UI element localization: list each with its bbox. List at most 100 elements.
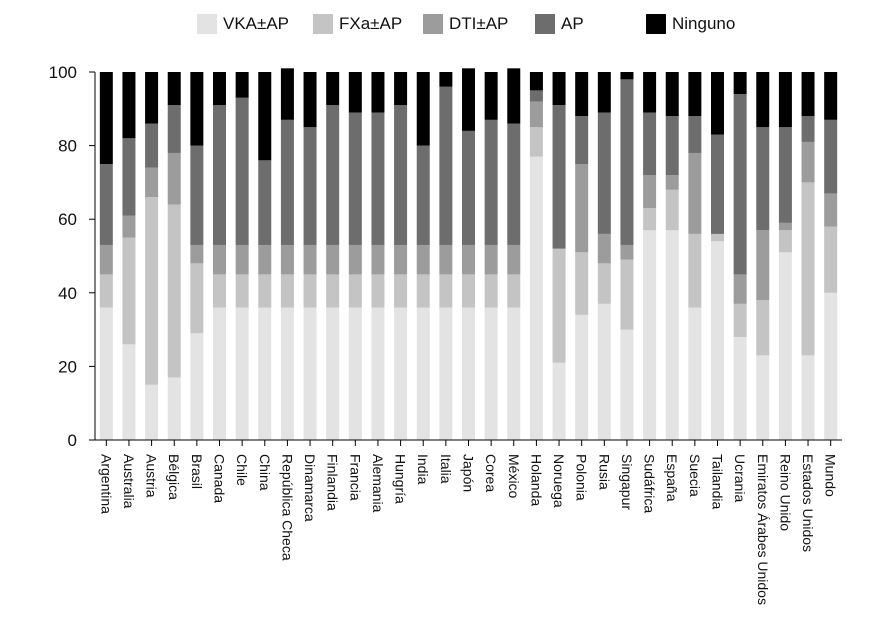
bar-segment-25-3 bbox=[665, 116, 679, 176]
bar-segment-6-2 bbox=[235, 244, 249, 275]
bar-segment-13-4 bbox=[394, 72, 408, 106]
bar-segment-22-2 bbox=[597, 233, 611, 264]
y-tick-label-80: 80 bbox=[58, 137, 77, 156]
bar-segment-11-0 bbox=[348, 307, 362, 440]
bar-segment-9-2 bbox=[303, 244, 317, 275]
bars-group bbox=[99, 68, 838, 440]
y-tick-label-60: 60 bbox=[58, 210, 77, 229]
legend-label-fxa: FXa±AP bbox=[339, 14, 403, 33]
bar-segment-22-0 bbox=[597, 303, 611, 440]
bar-segment-15-3 bbox=[439, 86, 453, 245]
y-tick-label-100: 100 bbox=[49, 63, 77, 82]
x-tick-label-2: Austria bbox=[144, 454, 160, 498]
bar-segment-7-0 bbox=[258, 307, 272, 440]
legend-item-vka: VKA±AP bbox=[197, 14, 289, 34]
bar-segment-18-2 bbox=[507, 244, 521, 275]
bar-segment-16-2 bbox=[462, 244, 475, 275]
x-tick-label-26: Suecia bbox=[687, 454, 703, 497]
bar-segment-21-4 bbox=[575, 72, 589, 117]
x-tick-label-27: Tailandia bbox=[710, 454, 726, 509]
bar-segment-15-0 bbox=[439, 307, 453, 440]
x-tick-label-23: Singapur bbox=[619, 454, 635, 510]
bar-segment-31-0 bbox=[801, 355, 815, 440]
bar-segment-30-4 bbox=[778, 72, 792, 128]
bar-segment-29-2 bbox=[756, 230, 770, 301]
bar-segment-23-0 bbox=[620, 329, 634, 440]
bar-segment-32-0 bbox=[824, 292, 838, 440]
bar-segment-29-4 bbox=[756, 72, 770, 128]
x-tick-label-10: Finlandia bbox=[325, 454, 341, 511]
bar-segment-32-2 bbox=[824, 193, 838, 227]
bar-segment-1-2 bbox=[122, 215, 136, 238]
bar-segment-15-2 bbox=[439, 244, 453, 275]
bar-segment-7-4 bbox=[258, 72, 272, 161]
x-tick-label-19: Holanda bbox=[528, 454, 544, 506]
bar-segment-29-3 bbox=[756, 127, 770, 231]
bar-segment-11-3 bbox=[348, 112, 362, 245]
bar-segment-8-0 bbox=[280, 307, 294, 440]
bar-segment-30-0 bbox=[778, 252, 792, 440]
bar-segment-8-1 bbox=[280, 274, 294, 308]
x-tick-label-0: Argentina bbox=[98, 454, 114, 514]
x-tick-label-1: Australia bbox=[121, 454, 137, 509]
x-tick-label-24: Sudáfrica bbox=[642, 454, 658, 513]
bar-segment-27-4 bbox=[711, 72, 724, 135]
bar-segment-5-0 bbox=[213, 307, 226, 440]
bar-segment-9-1 bbox=[303, 274, 317, 308]
bar-segment-19-1 bbox=[529, 127, 543, 157]
bar-segment-19-4 bbox=[529, 72, 543, 91]
bar-segment-20-0 bbox=[552, 362, 566, 440]
bar-segment-5-1 bbox=[213, 274, 226, 308]
bar-segment-32-3 bbox=[824, 119, 838, 194]
bar-segment-25-2 bbox=[665, 175, 679, 190]
x-tick-label-3: Bélgica bbox=[166, 454, 182, 500]
bar-segment-24-1 bbox=[643, 208, 657, 231]
bar-segment-12-4 bbox=[371, 72, 385, 113]
bar-segment-17-1 bbox=[484, 274, 498, 308]
bar-segment-13-1 bbox=[394, 274, 408, 308]
bar-segment-19-0 bbox=[529, 156, 543, 440]
bar-segment-4-0 bbox=[190, 333, 204, 440]
bar-segment-31-4 bbox=[801, 72, 815, 117]
bar-segment-9-4 bbox=[303, 72, 317, 128]
bar-segment-27-0 bbox=[711, 241, 724, 440]
bar-segment-22-4 bbox=[597, 72, 611, 113]
legend-item-ninguno: Ninguno bbox=[646, 14, 735, 34]
bar-segment-6-0 bbox=[235, 307, 249, 440]
bar-segment-28-3 bbox=[733, 94, 747, 275]
bar-segment-8-2 bbox=[280, 244, 294, 275]
legend-label-ap: AP bbox=[561, 14, 584, 33]
x-tick-label-6: Chile bbox=[234, 454, 250, 486]
x-tick-label-15: Italia bbox=[438, 454, 454, 484]
bar-segment-9-0 bbox=[303, 307, 317, 440]
bar-segment-10-1 bbox=[326, 274, 340, 308]
bar-segment-5-2 bbox=[213, 244, 226, 275]
bar-segment-25-4 bbox=[665, 72, 679, 117]
bar-segment-9-3 bbox=[303, 127, 317, 245]
bar-segment-19-3 bbox=[529, 90, 543, 102]
bar-segment-11-2 bbox=[348, 244, 362, 275]
bar-segment-5-4 bbox=[213, 72, 226, 106]
bar-segment-2-2 bbox=[145, 167, 159, 198]
bar-segment-3-3 bbox=[167, 105, 181, 153]
bar-segment-13-2 bbox=[394, 244, 408, 275]
bar-segment-14-0 bbox=[416, 307, 430, 440]
bar-segment-17-4 bbox=[484, 72, 498, 120]
bar-segment-8-3 bbox=[280, 119, 294, 245]
bar-segment-13-3 bbox=[394, 105, 408, 245]
bar-segment-24-3 bbox=[643, 112, 657, 176]
bar-segment-14-4 bbox=[416, 72, 430, 146]
bar-segment-18-3 bbox=[507, 123, 521, 245]
bar-segment-4-2 bbox=[190, 244, 204, 264]
legend-swatch-ninguno bbox=[646, 14, 666, 34]
legend-item-ap: AP bbox=[535, 14, 584, 34]
bar-segment-0-0 bbox=[99, 307, 113, 440]
bar-segment-24-2 bbox=[643, 175, 657, 209]
x-tick-label-30: Reino Unido bbox=[777, 454, 793, 531]
bar-segment-15-1 bbox=[439, 274, 453, 308]
y-axis: 0 20 40 60 80 100 bbox=[49, 63, 96, 450]
bar-segment-7-3 bbox=[258, 160, 272, 245]
bar-segment-30-1 bbox=[778, 230, 792, 253]
bar-segment-0-3 bbox=[99, 164, 113, 245]
